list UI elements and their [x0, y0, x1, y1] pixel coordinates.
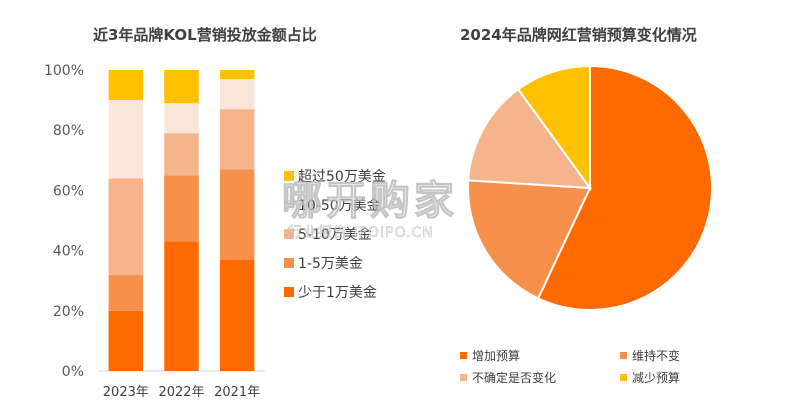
x-tick-label: 2022年: [158, 385, 204, 400]
stacked-bar-panel: 近3年品牌KOL营销投放金额占比 0% 20% 40% 60% 80% 100% 2023年…: [44, 26, 386, 400]
pie-slice: [516, 64, 591, 192]
legend-swatch: [284, 287, 294, 297]
bar-segment: [219, 109, 255, 170]
legend-swatch: [620, 352, 627, 359]
legend-label: 10-50万美金: [298, 198, 381, 214]
pie-chart-title: 2024年品牌网红营销预算变化情况: [460, 26, 697, 44]
bar-segment: [164, 133, 199, 176]
legend-label: 维持不变: [632, 348, 680, 363]
bar-segment: [108, 70, 144, 101]
y-tick-label: 40%: [53, 244, 84, 260]
legend-label: 1-5万美金: [298, 256, 363, 272]
legend-label: 少于1万美金: [298, 285, 377, 301]
pie-slice: [536, 64, 713, 311]
bar-chart-title: 近3年品牌KOL营销投放金额占比: [93, 26, 317, 44]
legend-label: 不确定是否变化: [472, 370, 556, 385]
y-tick-label: 80%: [53, 123, 84, 139]
bar-segment: [219, 70, 255, 80]
bar-segment: [108, 178, 144, 275]
legend-swatch: [460, 374, 467, 381]
legend-swatch: [284, 229, 294, 239]
pie-slice: [467, 87, 593, 190]
y-tick-label: 60%: [53, 183, 84, 199]
x-tick-label: 2023年: [103, 385, 149, 400]
y-tick-label: 0%: [62, 364, 84, 380]
legend-label: 减少预算: [632, 370, 680, 385]
legend-swatch: [460, 352, 467, 359]
legend-label: 增加预算: [472, 348, 520, 363]
pie-panel: 2024年品牌网红营销预算变化情况 增加预算 维持不变不确定是否变化 减少预算: [400, 0, 789, 419]
bar-segment: [108, 274, 144, 311]
legend-swatch: [284, 171, 294, 181]
bar-segment: [164, 175, 199, 242]
bar-segment: [108, 310, 144, 371]
bar-segment: [219, 79, 255, 110]
bar-segment: [164, 241, 199, 371]
legend-label: 超过50万美金: [298, 169, 386, 185]
bar-segment: [219, 259, 255, 371]
bar-segment: [164, 70, 199, 104]
bar-segment: [108, 100, 144, 179]
legend-swatch: [284, 258, 294, 268]
legend-label: 5-10万美金: [298, 227, 372, 243]
legend-swatch: [284, 200, 294, 210]
legend-swatch: [620, 374, 627, 381]
stacked-bar-chart: 0% 20% 40% 60% 80% 100% 2023年 2022年 2021年 超过50万美金…: [44, 63, 386, 400]
pie-slice: [467, 179, 592, 300]
x-tick-label: 2021年: [214, 385, 260, 400]
y-tick-label: 20%: [53, 304, 84, 320]
bar-segment: [219, 169, 255, 260]
bar-segment: [164, 103, 199, 134]
y-tick-label: 100%: [44, 63, 84, 79]
